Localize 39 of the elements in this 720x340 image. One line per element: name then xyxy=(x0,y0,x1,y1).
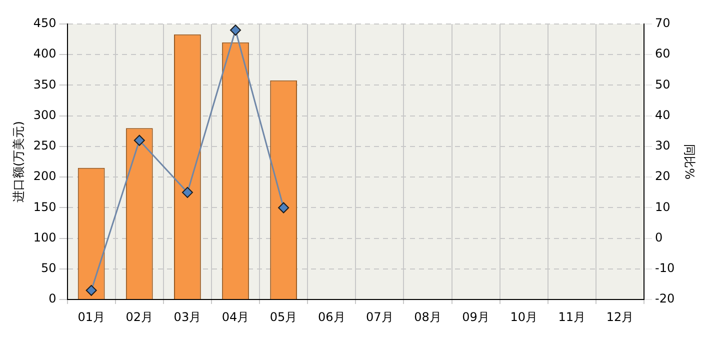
y-tick-label: 400 xyxy=(33,46,56,61)
y-tick-label: 450 xyxy=(33,16,56,30)
point xyxy=(230,24,242,36)
y-tick-label: 0 xyxy=(48,292,56,306)
y2-tick-label: 30 xyxy=(655,138,670,153)
point xyxy=(278,202,290,214)
y-tick-label: 300 xyxy=(33,108,56,122)
x-tick-label: 08月 xyxy=(414,310,442,324)
x-tick-label: 04月 xyxy=(222,310,250,324)
x-tick-label: 03月 xyxy=(174,310,202,324)
y2-tick-label: 0 xyxy=(655,230,663,244)
x-tick-label: 09月 xyxy=(462,310,490,324)
point xyxy=(182,186,193,198)
y2-tick-label: 20 xyxy=(655,169,670,184)
y2-tick-label: 70 xyxy=(655,16,670,30)
x-tick-label: 11月 xyxy=(558,310,586,324)
y-tick-label: 150 xyxy=(33,200,56,214)
y2-tick-label: -20 xyxy=(655,292,675,306)
y-axis-title: 进口额(万美元) xyxy=(11,121,26,202)
x-tick-label: 02月 xyxy=(126,310,154,324)
y-tick-label: 100 xyxy=(33,230,56,244)
x-tick-label: 06月 xyxy=(318,310,346,324)
x-tick-label: 05月 xyxy=(270,310,298,324)
x-tick-label: 10月 xyxy=(510,310,538,324)
y2-tick-label: 10 xyxy=(655,200,670,214)
point xyxy=(134,134,145,146)
x-tick-label: 12月 xyxy=(606,310,634,324)
y-tick-label: 350 xyxy=(33,77,56,92)
y2-tick-label: 50 xyxy=(655,77,670,92)
y2-tick-label: 40 xyxy=(655,108,670,122)
point xyxy=(86,284,97,296)
y2-tick-label: -10 xyxy=(655,261,675,276)
x-tick-label: 07月 xyxy=(366,310,394,324)
y2-axis-title: 同比% xyxy=(682,144,697,180)
x-tick-label: 01月 xyxy=(78,310,105,324)
y-tick-label: 200 xyxy=(33,169,56,184)
y-tick-label: 50 xyxy=(41,261,56,276)
y-tick-label: 250 xyxy=(33,138,56,153)
y2-tick-label: 60 xyxy=(655,46,670,61)
